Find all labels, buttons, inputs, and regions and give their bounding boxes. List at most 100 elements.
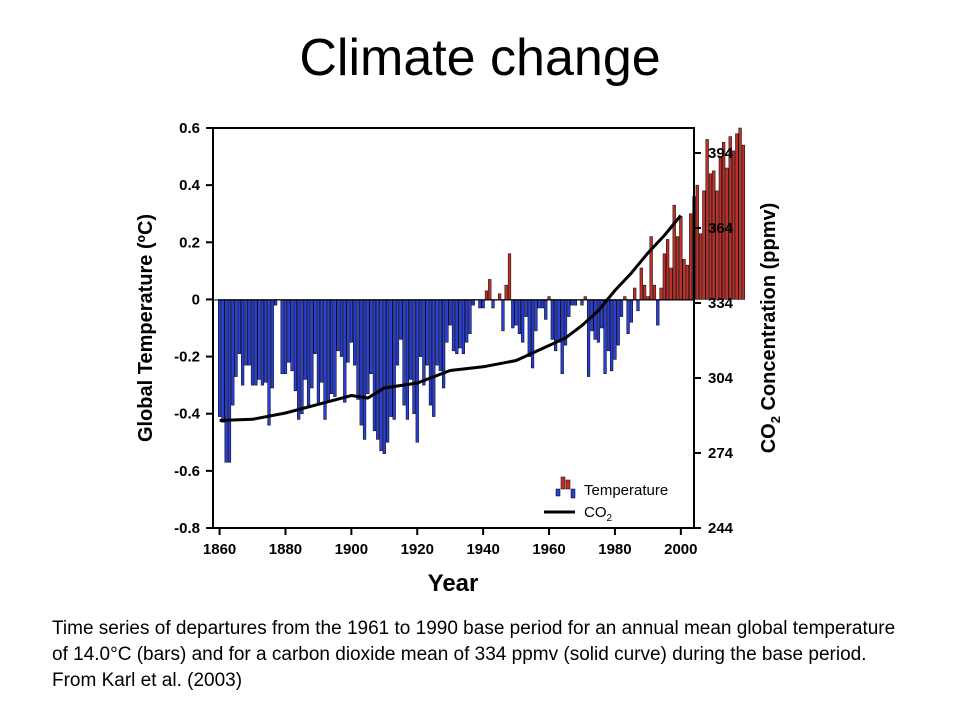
temperature-bar bbox=[731, 150, 736, 300]
temperature-bar bbox=[527, 299, 531, 357]
temperature-bar bbox=[504, 284, 508, 300]
temperature-bar bbox=[412, 299, 416, 414]
temperature-bar bbox=[379, 299, 383, 452]
temperature-bar bbox=[570, 299, 574, 306]
temperature-bar bbox=[708, 173, 713, 300]
temperature-bar bbox=[600, 299, 604, 329]
y-tick-label: -0.4 bbox=[174, 406, 201, 423]
y2-axis-ticks: 394 364 334 304 274 244 bbox=[694, 145, 734, 537]
temperature-bar bbox=[468, 299, 472, 334]
temperature-bar bbox=[679, 216, 683, 300]
temperature-bar bbox=[339, 299, 344, 357]
temperature-bar bbox=[428, 299, 433, 406]
temperature-bar bbox=[639, 267, 643, 300]
temperature-bar bbox=[227, 299, 232, 463]
temperature-bar bbox=[511, 299, 515, 329]
temperature-bar bbox=[293, 299, 297, 392]
temperature-bar bbox=[438, 299, 442, 372]
y-tick-label: -0.2 bbox=[174, 349, 200, 366]
y2-tick-label: 334 bbox=[708, 295, 734, 312]
temperature-bar bbox=[353, 299, 357, 366]
temperature-bar bbox=[260, 299, 265, 386]
legend-temp-swatch-red-right bbox=[565, 479, 571, 490]
temperature-bar bbox=[633, 287, 637, 300]
y2-axis-title: CO2 Concentration (ppmv) bbox=[758, 203, 783, 454]
y-tick-label: 0 bbox=[192, 291, 200, 308]
temperature-bar bbox=[349, 299, 353, 343]
temperature-bar bbox=[580, 299, 584, 306]
temperature-bar bbox=[722, 142, 726, 300]
temperature-bar bbox=[250, 299, 255, 386]
temperature-bar bbox=[280, 299, 284, 374]
temperature-bar bbox=[336, 299, 340, 352]
temperature-bar bbox=[386, 299, 390, 443]
temperature-bar bbox=[629, 299, 633, 323]
temperature-bar bbox=[735, 133, 739, 300]
temperature-bar bbox=[593, 299, 597, 340]
temperature-bar bbox=[405, 299, 409, 420]
legend-co2-label: CO2 bbox=[584, 504, 613, 524]
y2-tick-label: 364 bbox=[708, 220, 734, 237]
temperature-bar bbox=[465, 299, 469, 343]
x-tick-label: 1880 bbox=[269, 541, 302, 558]
temperature-bar bbox=[313, 299, 317, 354]
temperature-bar bbox=[478, 299, 482, 309]
temperature-bar bbox=[458, 299, 462, 349]
temperature-bar bbox=[432, 299, 436, 417]
temperature-bar bbox=[346, 299, 350, 363]
temperature-bar bbox=[221, 299, 225, 423]
temperature-bar bbox=[303, 299, 307, 380]
temperature-bar bbox=[356, 299, 360, 400]
y2-title-rest: Concentration (ppmv) bbox=[758, 203, 780, 416]
temperature-bar bbox=[445, 299, 449, 343]
temperature-bar bbox=[547, 296, 551, 300]
temperature-bar bbox=[461, 299, 465, 354]
temperature-bar bbox=[586, 299, 591, 377]
temperature-bar bbox=[507, 253, 512, 300]
temperature-bar bbox=[712, 170, 716, 300]
temperature-bar bbox=[389, 299, 393, 417]
temperature-bar bbox=[306, 299, 311, 406]
legend-co2-subscript: 2 bbox=[607, 513, 613, 524]
co2-line bbox=[219, 214, 682, 422]
temperature-bar bbox=[501, 299, 505, 332]
y2-title-co-part: CO bbox=[758, 423, 780, 453]
temperature-bar bbox=[530, 299, 535, 369]
temperature-bar bbox=[517, 299, 521, 334]
temperature-bar bbox=[362, 299, 367, 440]
temperature-bar bbox=[613, 299, 617, 360]
temperature-bars bbox=[217, 127, 746, 463]
temperature-bar bbox=[702, 190, 706, 300]
temperature-bar bbox=[366, 299, 370, 394]
x-tick-label: 1960 bbox=[532, 541, 565, 558]
temperature-bar bbox=[738, 127, 742, 300]
temperature-bar bbox=[425, 299, 429, 366]
temperature-bar bbox=[287, 299, 291, 363]
temperature-bar bbox=[669, 267, 673, 300]
plot-frame bbox=[212, 127, 695, 529]
temperature-bar bbox=[610, 299, 614, 372]
temperature-bar bbox=[563, 299, 568, 346]
y2-tick-label: 274 bbox=[708, 445, 734, 462]
temperature-bar bbox=[662, 253, 666, 300]
x-tick-label: 1900 bbox=[335, 541, 368, 558]
temperature-bar bbox=[448, 299, 452, 326]
temperature-bar bbox=[544, 299, 548, 320]
temperature-bar bbox=[534, 299, 538, 332]
temperature-bar bbox=[274, 299, 278, 306]
temperature-bar bbox=[498, 293, 502, 300]
legend-co2-main: CO bbox=[584, 504, 607, 521]
temperature-bar bbox=[244, 299, 248, 366]
temperature-bar bbox=[283, 299, 288, 374]
temperature-bar bbox=[455, 299, 459, 354]
temperature-bar bbox=[649, 236, 653, 300]
temperature-bar bbox=[636, 299, 640, 312]
temperature-bar bbox=[320, 299, 324, 383]
y-tick-label: -0.8 bbox=[174, 520, 200, 537]
temperature-bar bbox=[728, 136, 732, 300]
temperature-bar bbox=[484, 290, 489, 300]
temperature-bar bbox=[672, 204, 676, 300]
temperature-bar bbox=[596, 299, 601, 343]
y2-tick-label: 244 bbox=[708, 520, 734, 537]
temperature-bar bbox=[241, 299, 245, 386]
